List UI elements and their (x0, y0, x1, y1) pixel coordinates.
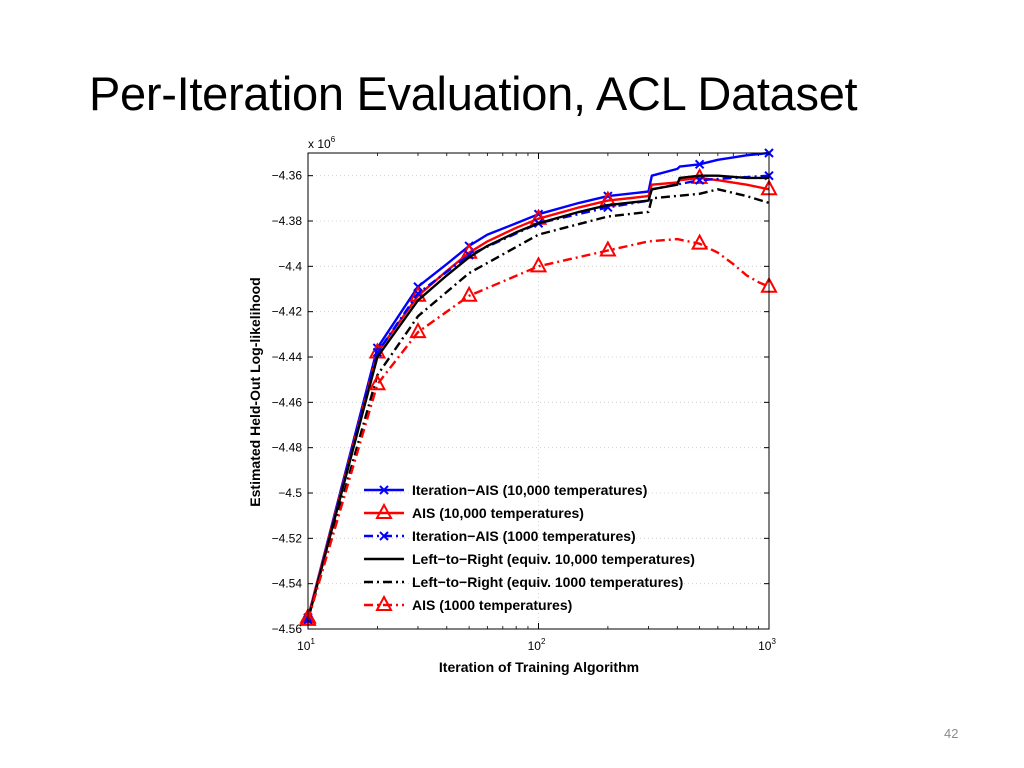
line-chart: −4.36 −4.38 −4.4 −4.42 −4.44 −4.46 −4.48 −4.5 −4… (247, 135, 778, 675)
y-tick-label: −4.48 (272, 441, 303, 455)
legend-marker-2 (375, 502, 393, 519)
series-3-marker (464, 250, 474, 260)
legend-label-4: Left−to−Right (equiv. 10,000 temperature… (412, 551, 695, 567)
series-6-marker (460, 285, 478, 302)
y-tick-label: −4.46 (272, 395, 303, 409)
y-multiplier-label: x 106 (308, 135, 336, 151)
legend-label-2: AIS (10,000 temperatures) (412, 505, 584, 521)
legend-marker-6 (375, 594, 393, 611)
series-6-marker (690, 233, 709, 250)
series-line-4 (306, 174, 769, 621)
series-6-marker (529, 256, 548, 273)
y-tick-label: −4.36 (272, 169, 303, 183)
x-tick-label: 101 (297, 637, 315, 653)
series-3-marker (694, 175, 705, 185)
y-tick-label: −4.4 (278, 259, 302, 273)
legend-label-1: Iteration−AIS (10,000 temperatures) (412, 482, 647, 498)
y-tick-label: −4.42 (272, 305, 303, 319)
series-3-marker (413, 288, 423, 299)
legend-label-5: Left−to−Right (equiv. 1000 temperatures) (412, 574, 683, 590)
data-series (299, 148, 778, 626)
series-1-marker (694, 159, 705, 170)
series-line-1 (306, 151, 770, 618)
plot-frame (307, 152, 770, 630)
legend: Iteration−AIS (10,000 temperatures) AIS (… (364, 482, 695, 613)
slide-number: 42 (944, 726, 959, 741)
y-tick-label: −4.5 (278, 486, 302, 500)
slide-title: Per-Iteration Evaluation, ACL Dataset (89, 67, 858, 120)
x-tick-label: 102 (528, 637, 546, 653)
series-line-6 (306, 237, 770, 621)
series-6-marker (368, 374, 387, 391)
series-6-marker (599, 240, 617, 257)
series-6-marker (409, 321, 427, 339)
legend-label-3: Iteration−AIS (1000 temperatures) (412, 528, 636, 544)
y-tick-label: −4.52 (272, 531, 303, 545)
x-axis-label: Iteration of Training Algorithm (439, 659, 639, 675)
series-line-5 (306, 188, 770, 621)
legend-marker-1 (379, 485, 389, 495)
y-tick-label: −4.54 (272, 577, 303, 591)
x-tick-label: 103 (758, 637, 776, 653)
legend-marker-3 (379, 531, 389, 541)
y-tick-label: −4.56 (272, 622, 303, 636)
y-axis-label: Estimated Held-Out Log-likelihood (247, 277, 263, 506)
y-tick-label: −4.44 (272, 350, 303, 364)
legend-label-6: AIS (1000 temperatures) (412, 597, 572, 613)
y-tick-label: −4.38 (272, 214, 303, 228)
